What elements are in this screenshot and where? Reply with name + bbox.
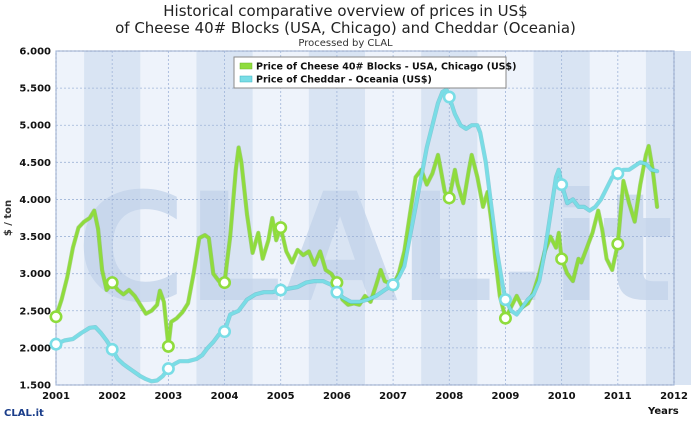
x-tick-label: 2011 [604, 391, 632, 402]
x-axis-label: Years [647, 406, 679, 417]
x-tick-label: 2002 [98, 391, 126, 402]
series-marker-0 [442, 191, 456, 205]
series-marker-1 [555, 178, 569, 192]
y-tick-label: 5.000 [19, 121, 51, 132]
logo-text: CLAL.it [4, 408, 44, 419]
legend-entry-usa: Price of Cheese 40# Blocks - USA, Chicag… [256, 62, 516, 73]
y-tick-label: 2.000 [19, 343, 51, 354]
x-tick-label: 2005 [267, 391, 295, 402]
series-marker-0 [274, 221, 288, 235]
chart-title-line1: Historical comparative overview of price… [163, 2, 528, 20]
y-axis-ticks: 1.500 2.000 2.500 3.000 3.500 4.000 4.500 5.000… [19, 47, 51, 392]
chart-title-line2: of Cheese 40# Blocks (USA, Chicago) and … [115, 19, 576, 37]
y-tick-label: 6.000 [19, 47, 51, 58]
series-marker-1 [49, 337, 63, 351]
x-axis-ticks: 2001 2002 2003 2004 2005 2006 2007 2008 2009 2010… [42, 391, 688, 402]
series-line-0 [56, 144, 659, 348]
series-marker-1 [218, 325, 232, 339]
series-marker-0 [161, 339, 175, 353]
series-marker-1 [161, 362, 175, 376]
watermark-text: CLAL.it [76, 162, 673, 336]
series-markers [49, 90, 625, 376]
series-marker-0 [49, 310, 63, 324]
clal-logo: CLAL.it [4, 408, 44, 419]
legend-swatch-oceania [239, 75, 253, 83]
series-marker-0 [498, 311, 512, 325]
x-tick-label: 2001 [42, 391, 70, 402]
x-tick-label: 2009 [492, 391, 520, 402]
x-tick-label: 2008 [435, 391, 463, 402]
legend-swatch-usa [239, 62, 253, 70]
x-tick-label: 2006 [323, 391, 351, 402]
series-marker-1 [274, 283, 288, 297]
plot-background [55, 50, 691, 386]
series-group [56, 87, 660, 384]
series-marker-0 [105, 276, 119, 290]
y-tick-label: 3.000 [19, 269, 51, 280]
y-tick-label: 4.000 [19, 195, 51, 206]
legend-entry-oceania: Price of Cheddar - Oceania (US$) [256, 75, 432, 86]
series-marker-1 [330, 285, 344, 299]
x-tick-label: 2004 [211, 391, 239, 402]
x-tick-label: 2007 [379, 391, 407, 402]
x-tick-label: 2003 [154, 391, 182, 402]
series-marker-0 [555, 252, 569, 266]
year-band [674, 51, 691, 385]
year-band [112, 51, 141, 385]
year-band [645, 51, 674, 385]
y-tick-label: 2.500 [19, 306, 51, 317]
year-band [561, 51, 590, 385]
series-marker-1 [386, 278, 400, 292]
series-line-1 [56, 88, 659, 383]
series-marker-1 [611, 166, 625, 180]
year-band [533, 51, 562, 385]
y-tick-label: 4.500 [19, 158, 51, 169]
y-tick-label: 3.500 [19, 232, 51, 243]
series-marker-0 [611, 237, 625, 251]
year-band [308, 51, 337, 385]
series-marker-1 [498, 293, 512, 307]
legend: Price of Cheese 40# Blocks - USA, Chicag… [233, 56, 516, 89]
x-tick-label: 2012 [660, 391, 688, 402]
y-tick-label: 1.500 [19, 381, 51, 392]
y-axis-label: $ / ton [3, 200, 14, 236]
chart-subtitle: Processed by CLAL [298, 38, 393, 49]
year-band [336, 51, 365, 385]
x-tick-label: 2010 [548, 391, 576, 402]
series-marker-1 [105, 342, 119, 356]
y-tick-label: 5.500 [19, 84, 51, 95]
series-marker-1 [442, 90, 456, 104]
series-marker-0 [218, 276, 232, 290]
